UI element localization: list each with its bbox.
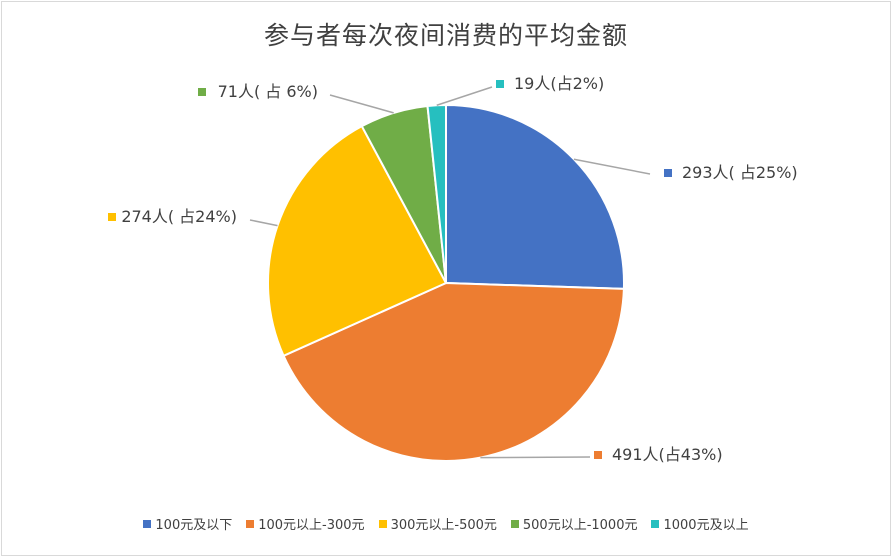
leader-line-2	[480, 456, 591, 459]
data-label-swatch-3	[108, 213, 116, 221]
legend-item-4: 500元以上-1000元	[510, 514, 638, 533]
legend-item-2: 100元以上-300元	[246, 514, 365, 533]
chart-legend: 100元及以下 100元以上-300元 300元以上-500元 500元以上-1000…	[0, 514, 892, 533]
leader-line-4	[329, 94, 394, 114]
data-label-swatch-2	[594, 451, 602, 459]
pie-slice-3	[267, 124, 448, 358]
leader-line-1	[573, 158, 651, 175]
data-label-swatch-4	[198, 88, 206, 96]
data-label-swatch-1	[664, 169, 672, 177]
pie-slice-1	[445, 103, 625, 290]
chart-title: 参与者每次夜间消费的平均金额	[263, 21, 628, 50]
legend-label: 1000元及以上	[663, 518, 749, 533]
pie-slice-2	[282, 281, 625, 462]
legend-item-1: 100元及以下	[143, 514, 232, 533]
data-label-5: 19人(占2%)	[514, 74, 604, 93]
legend-label: 300元以上-500元	[390, 518, 497, 533]
leader-line-3	[249, 219, 278, 227]
legend-label: 500元以上-1000元	[522, 518, 638, 533]
legend-label: 100元以上-300元	[258, 518, 365, 533]
leader-line-5	[436, 86, 493, 106]
data-label-3: 274人( 占24%)	[121, 207, 237, 226]
legend-swatch	[651, 519, 660, 528]
data-label-swatch-5	[496, 80, 504, 88]
legend-swatch	[246, 519, 255, 528]
data-label-1: 293人( 占25%)	[682, 163, 798, 182]
legend-swatch	[510, 519, 519, 528]
data-label-2: 491人(占43%)	[612, 445, 723, 464]
legend-label: 100元及以下	[155, 518, 233, 533]
legend-swatch	[143, 519, 152, 528]
legend-item-5: 1000元及以上	[651, 514, 749, 533]
data-label-4: 71人( 占 6%)	[218, 82, 318, 101]
legend-swatch	[378, 519, 387, 528]
pie-slice-5	[426, 103, 447, 284]
legend-item-3: 300元以上-500元	[378, 514, 497, 533]
